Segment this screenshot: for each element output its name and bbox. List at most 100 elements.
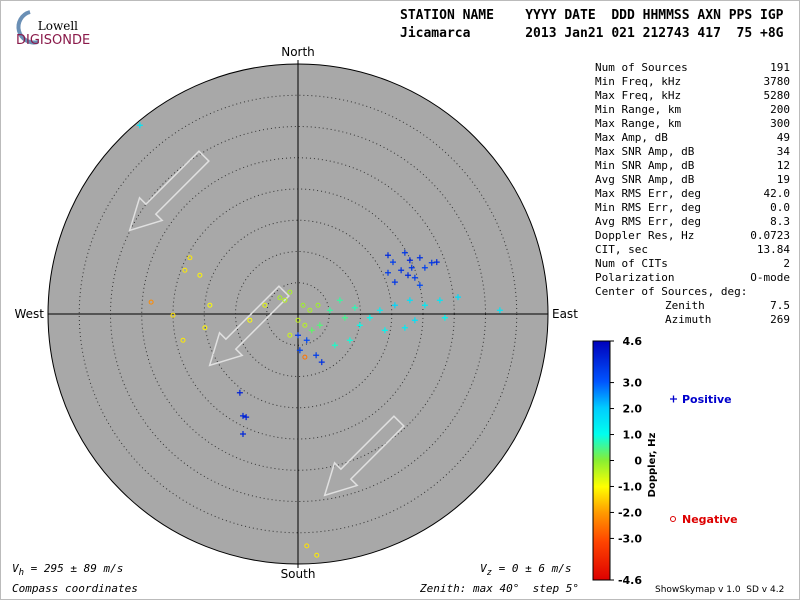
source-positive: [428, 259, 435, 266]
source-positive: [296, 347, 303, 354]
stat-label: Avg SNR Amp, dB: [595, 173, 695, 186]
source-positive: [421, 302, 428, 309]
source-positive: [331, 342, 338, 349]
colorbar: [592, 340, 611, 581]
legend-marker: [670, 516, 676, 522]
source-positive: [416, 254, 423, 261]
compass-label: East: [552, 307, 578, 321]
stat-label: Avg RMS Err, deg: [595, 215, 701, 228]
source-positive: [236, 389, 243, 396]
source-negative: [304, 543, 310, 549]
source-positive: [398, 267, 405, 274]
vz-label: Vz = 0 ± 6 m/s: [480, 562, 572, 578]
stat-value: 5280: [764, 89, 791, 102]
source-positive: [390, 259, 396, 266]
stat-label: Max Range, km: [595, 117, 681, 130]
logo-bottom: DIGISONDE: [16, 33, 90, 48]
stat-label: Num of CITs: [595, 257, 668, 270]
colorbar-tick-label: 4.6: [623, 335, 643, 348]
stat-label: Min RMS Err, deg: [595, 201, 701, 214]
source-negative: [295, 317, 301, 323]
colorbar-tick-label: 2.0: [623, 403, 643, 416]
stat-label: Max Amp, dB: [595, 131, 668, 144]
colorbar-label: Doppler, Hz: [647, 433, 658, 498]
stat-label: Doppler Res, Hz: [595, 229, 694, 242]
stat-value: 300: [770, 117, 790, 130]
colorbar-tick-label: -4.6: [618, 574, 642, 587]
source-positive: [316, 322, 323, 329]
colorbar-tick-label: -2.0: [618, 506, 642, 519]
source-negative: [300, 302, 306, 308]
source-negative: [148, 299, 154, 305]
logo-top: Lowell: [38, 19, 78, 33]
flow-arrow: [323, 415, 405, 497]
source-positive: [136, 122, 143, 129]
source-positive: [436, 297, 443, 304]
stat-value: 42.0: [764, 187, 791, 200]
source-negative: [170, 312, 176, 318]
colorbar-tick-label: 0: [634, 455, 642, 468]
source-negative: [197, 272, 203, 278]
stat-label: Min SNR Amp, dB: [595, 159, 695, 172]
source-negative: [287, 332, 293, 338]
flow-arrow: [208, 285, 290, 367]
source-positive: [313, 352, 320, 359]
source-positive: [391, 302, 398, 309]
vh-label: Vh = 295 ± 89 m/s: [12, 562, 123, 578]
stat-label: Azimuth: [665, 313, 711, 326]
stat-label: Center of Sources, deg:: [595, 285, 747, 298]
source-positive: [496, 307, 503, 314]
source-positive: [433, 259, 440, 266]
source-positive: [240, 412, 246, 419]
colorbar-tick-label: 1.0: [623, 429, 643, 442]
stat-value: 269: [770, 313, 790, 326]
source-negative: [182, 267, 188, 273]
header-row: STATION NAME YYYY DATE DDD HHMMSS AXN PP…: [400, 8, 784, 23]
version-label: ShowSkymap v 1.0 SD v 4.2: [655, 585, 784, 595]
source-positive: [405, 272, 411, 279]
source-positive: [401, 249, 408, 256]
stat-label: Zenith: [665, 299, 705, 312]
stat-value: 0.0: [770, 201, 790, 214]
stat-value: 13.84: [757, 243, 790, 256]
header-row: Jicamarca 2013 Jan21 021 212743 417 75 +…: [400, 26, 784, 41]
legend-label: Positive: [682, 393, 732, 406]
stat-value: 0.0723: [750, 229, 790, 242]
source-negative: [287, 289, 293, 295]
stat-value: 3780: [764, 75, 791, 88]
source-positive: [308, 327, 315, 334]
source-negative: [247, 317, 253, 323]
stat-value: 34: [777, 145, 791, 158]
legend-label: Negative: [682, 513, 738, 526]
source-negative: [307, 307, 313, 313]
source-positive: [243, 414, 250, 421]
source-positive: [381, 327, 388, 334]
source-positive: [356, 322, 363, 329]
coords-label: Compass coordinates: [12, 582, 138, 595]
source-positive: [318, 359, 325, 366]
source-negative: [315, 302, 321, 308]
colorbar-tick-label: -1.0: [618, 480, 642, 493]
source-positive: [455, 294, 461, 301]
source-positive: [408, 264, 415, 271]
source-positive: [406, 297, 413, 304]
source-positive: [240, 431, 246, 437]
stat-value: 7.5: [770, 299, 790, 312]
source-negative: [314, 552, 320, 558]
compass-label: South: [281, 567, 316, 581]
source-positive: [411, 317, 418, 324]
source-positive: [351, 304, 358, 311]
source-positive: [391, 279, 398, 286]
stat-label: Max Freq, kHz: [595, 89, 681, 102]
compass-label: West: [14, 307, 44, 321]
stat-label: Min Range, km: [595, 103, 681, 116]
source-positive: [295, 332, 301, 339]
source-negative: [180, 337, 186, 343]
stat-label: Max RMS Err, deg: [595, 187, 701, 200]
stat-value: 8.3: [770, 215, 790, 228]
stat-value: 19: [777, 173, 790, 186]
stat-value: 49: [777, 131, 790, 144]
stat-label: Min Freq, kHz: [595, 75, 681, 88]
source-negative: [302, 322, 308, 328]
